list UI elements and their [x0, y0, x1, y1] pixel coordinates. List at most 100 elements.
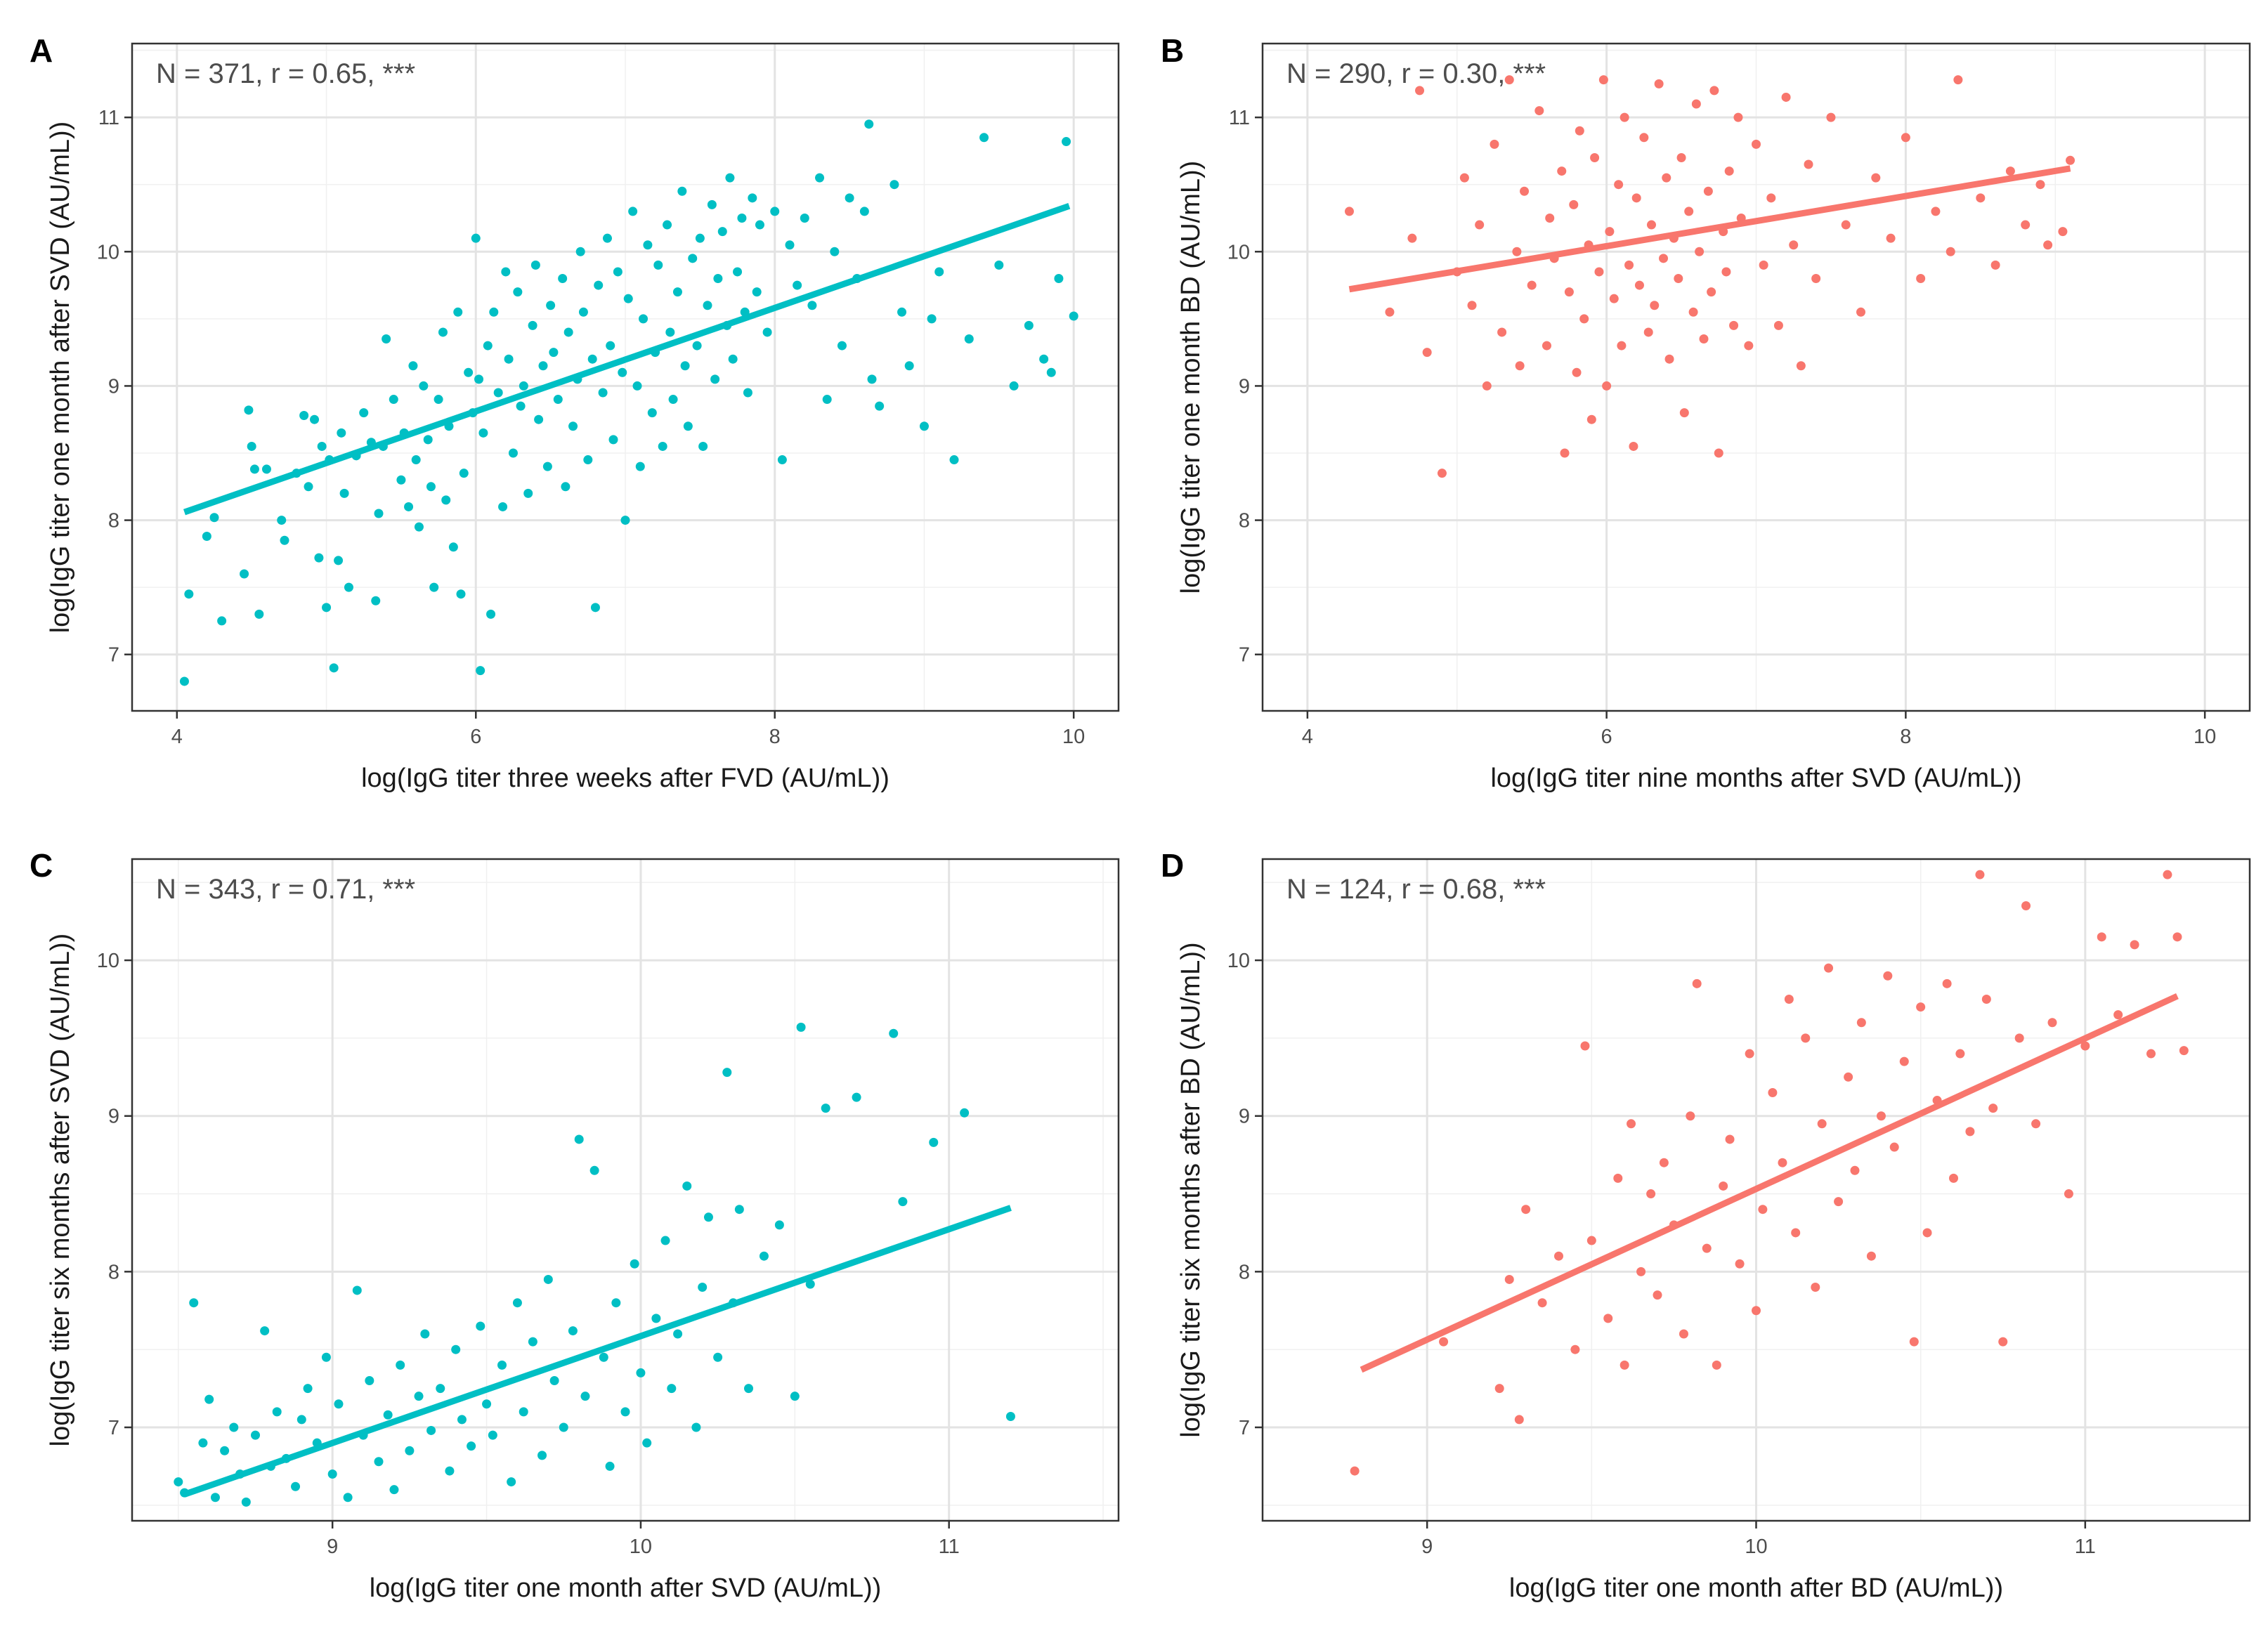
panel-label: B [1161, 32, 1184, 69]
data-point [317, 441, 327, 451]
data-point [575, 247, 585, 256]
data-point [623, 294, 633, 303]
data-point [1659, 254, 1669, 263]
data-point [1725, 1134, 1735, 1144]
panel-label: C [30, 847, 53, 884]
data-point [1768, 1087, 1778, 1097]
data-point [2080, 1041, 2090, 1051]
data-point [1497, 327, 1507, 337]
x-tick-label: 11 [939, 1536, 960, 1558]
data-point [672, 287, 682, 297]
data-point [793, 280, 802, 290]
data-point [1931, 207, 1941, 216]
data-point [1752, 1306, 1761, 1316]
data-point [299, 410, 309, 420]
data-point [396, 475, 406, 485]
data-point [445, 1466, 455, 1476]
data-point [476, 1321, 485, 1331]
data-point [748, 193, 757, 203]
data-point [359, 408, 369, 418]
data-point [713, 274, 723, 284]
data-point [1692, 978, 1702, 988]
data-point [2163, 870, 2172, 879]
panel-label: D [1161, 847, 1184, 884]
data-point [1572, 367, 1582, 377]
data-point [1758, 1205, 1768, 1215]
data-point [663, 220, 672, 230]
data-point [1909, 1337, 1919, 1347]
data-point [752, 287, 762, 297]
data-point [1459, 173, 1469, 183]
data-point [949, 455, 959, 465]
data-point [1609, 294, 1619, 303]
data-point [204, 1394, 214, 1404]
data-point [457, 1415, 467, 1425]
data-point [1475, 220, 1485, 230]
data-point [1579, 314, 1589, 324]
x-tick-label: 9 [1421, 1536, 1433, 1558]
data-point [2064, 1189, 2073, 1199]
data-points [174, 1022, 1015, 1507]
data-point [1662, 173, 1671, 183]
y-tick-label: 10 [97, 950, 119, 972]
data-point [1603, 1314, 1613, 1323]
data-point [530, 260, 540, 270]
data-point [1490, 139, 1499, 149]
data-point [456, 589, 466, 599]
data-point [1624, 260, 1634, 270]
data-point [1554, 1251, 1563, 1261]
data-point [467, 1441, 476, 1451]
grid-lines [132, 859, 1119, 1521]
data-point [800, 213, 809, 223]
data-point [1619, 1360, 1629, 1370]
data-point [426, 1425, 436, 1435]
data-point [464, 367, 474, 377]
regression-line [1360, 993, 2179, 1373]
data-point [1856, 307, 1866, 317]
data-point [1721, 267, 1731, 277]
data-point [546, 301, 556, 310]
data-point [1564, 287, 1574, 297]
data-point [1674, 274, 1683, 284]
data-point [280, 535, 289, 545]
data-point [1350, 1466, 1360, 1476]
data-point [1778, 1158, 1787, 1167]
data-point [436, 1384, 445, 1394]
data-point [725, 173, 735, 183]
y-axis-title: log(IgG titer six months after SVD (AU/m… [46, 934, 75, 1447]
panel-d-scatter-plot: 9 10 11 7 8 9 10 log(IgG titer one month after … [1161, 847, 2251, 1603]
data-point [1527, 280, 1537, 290]
data-point [1385, 307, 1395, 317]
y-tick-label: 9 [108, 375, 119, 398]
data-point [1856, 1018, 1866, 1028]
data-point [438, 327, 448, 337]
data-point [1735, 1259, 1745, 1269]
data-point [790, 1392, 800, 1401]
data-point [1850, 1165, 1860, 1175]
data-point [1009, 381, 1019, 391]
data-point [382, 334, 391, 344]
data-point [426, 482, 436, 492]
data-point [1789, 240, 1799, 250]
x-tick-label: 10 [1062, 726, 1085, 748]
data-point [618, 367, 627, 377]
data-point [1598, 75, 1608, 85]
data-point [1580, 1041, 1590, 1051]
data-point [1602, 381, 1612, 391]
data-point [1988, 1104, 1998, 1113]
data-point [667, 1384, 677, 1394]
data-point [1784, 994, 1794, 1004]
data-point [1703, 186, 1713, 196]
regression-line [183, 203, 1071, 516]
data-point [1646, 1189, 1656, 1199]
x-tick-label: 10 [2194, 726, 2216, 748]
data-point [174, 1477, 183, 1487]
y-tick-label: 10 [1227, 241, 1250, 263]
data-point [2179, 1046, 2189, 1056]
stats-annotation: N = 124, r = 0.68, *** [1286, 874, 1546, 905]
data-point [1686, 1111, 1695, 1121]
data-point [1467, 301, 1477, 310]
data-point [420, 1329, 430, 1339]
data-point [561, 482, 571, 492]
y-tick-label: 10 [97, 241, 119, 263]
